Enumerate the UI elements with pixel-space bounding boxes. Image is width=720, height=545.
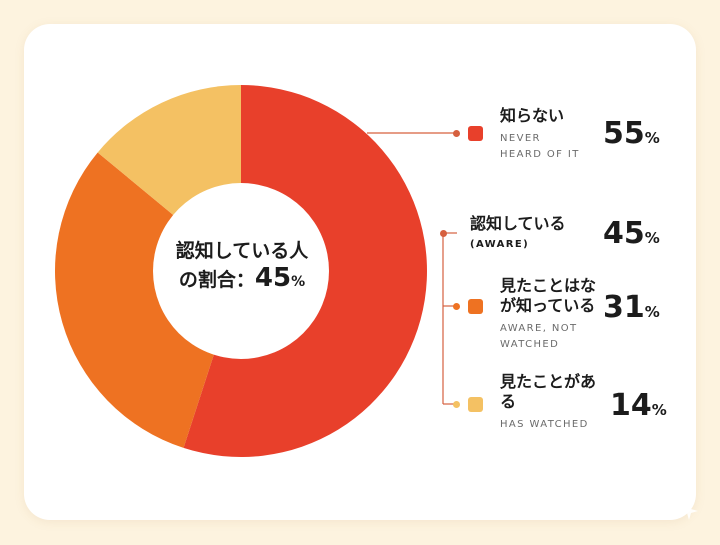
legend-dot-aware: [440, 230, 447, 237]
center-label: 認知している人 の割合：45%: [150, 238, 334, 296]
legend-value-aware-unit: %: [644, 229, 660, 247]
legend-label-watched-1: 見たことがあ: [500, 372, 597, 391]
legend-item-not-watched: 見たことはな が知っている AWARE, NOT WATCHED: [500, 276, 596, 352]
center-label-line2: の割合：45%: [150, 264, 334, 296]
legend-value-not-watched-num: 31: [603, 290, 645, 325]
legend-sub-not-watched-2: WATCHED: [500, 339, 560, 350]
legend-value-not-watched-unit: %: [644, 303, 660, 321]
center-unit: %: [291, 274, 306, 290]
center-label-line1: 認知している人: [175, 240, 309, 262]
legend-item-aware: 認知している (AWARE): [470, 214, 566, 252]
legend-dot-never: [453, 130, 460, 137]
legend-swatch-never: [468, 126, 483, 141]
legend-item-never: 知らない NEVER HEARD OF IT: [500, 106, 580, 162]
legend-sub-never-2: HEARD OF IT: [500, 149, 580, 160]
legend-swatch-not-watched: [468, 299, 483, 314]
legend-dot-not-watched: [453, 303, 460, 310]
legend-value-aware-num: 45: [603, 216, 645, 251]
legend-label-never: 知らない: [500, 106, 565, 125]
legend-sub-never-1: NEVER: [500, 133, 541, 144]
legend-value-never-num: 55: [603, 116, 645, 151]
center-label-prefix: の割合：: [178, 269, 255, 291]
legend-value-not-watched: 31%: [603, 290, 660, 325]
legend-sub-watched: HAS WATCHED: [500, 419, 589, 430]
slice-aware-not-watched: [54, 152, 241, 448]
legend-sub-not-watched-1: AWARE, NOT: [500, 323, 578, 334]
legend-swatch-watched: [468, 397, 483, 412]
legend-value-watched-num: 14: [610, 388, 652, 423]
legend-value-watched: 14%: [610, 388, 667, 423]
legend-value-never: 55%: [603, 116, 660, 151]
legend-label-not-watched-2: が知っている: [500, 296, 596, 315]
legend-item-watched: 見たことがあ る HAS WATCHED: [500, 372, 596, 432]
donut-hole: [153, 183, 329, 359]
legend-label-not-watched-1: 見たことはな: [500, 276, 597, 295]
center-value: 45: [254, 263, 292, 293]
sparkle-icon: [680, 502, 698, 520]
legend-value-aware: 45%: [603, 216, 660, 251]
legend-sub-aware: (AWARE): [470, 239, 530, 250]
legend-dot-watched: [453, 401, 460, 408]
legend-label-aware: 認知している: [470, 214, 566, 233]
legend-label-watched-2: る: [500, 392, 517, 411]
legend-value-watched-unit: %: [651, 401, 667, 419]
legend-value-never-unit: %: [644, 129, 660, 147]
